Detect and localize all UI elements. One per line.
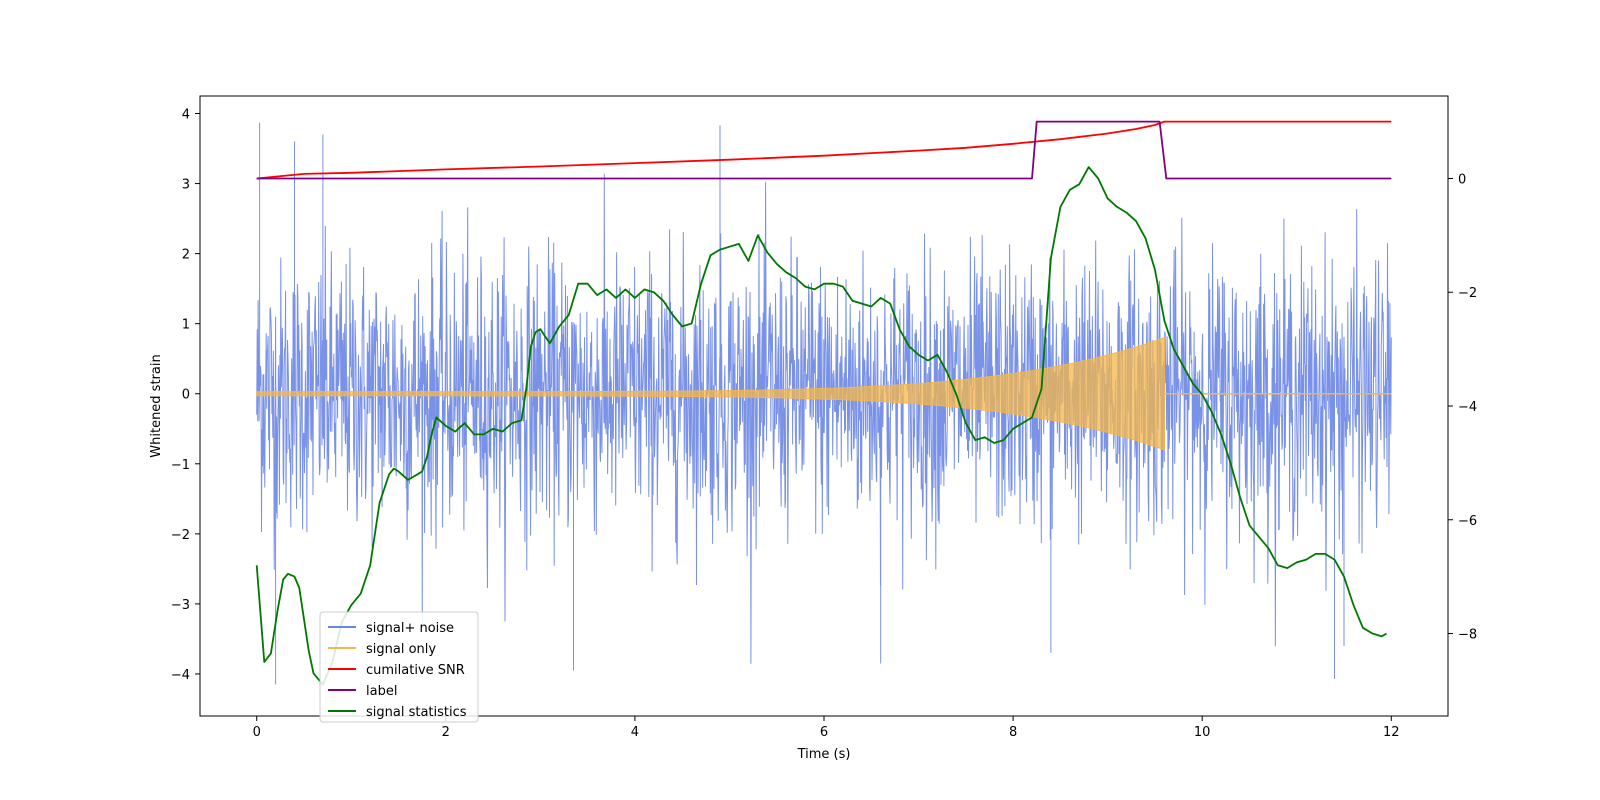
y-tick-label: −2 — [171, 528, 190, 543]
y-tick-label: 4 — [182, 108, 190, 123]
y-right-tick-label: −8 — [1458, 628, 1477, 643]
legend-label: signal statistics — [366, 705, 467, 720]
y-tick-label: 1 — [182, 318, 190, 333]
series-signal-only — [256, 337, 1165, 451]
legend-frame — [319, 611, 479, 723]
y-tick-label: 0 — [182, 388, 190, 403]
y-right-tick-label: 0 — [1458, 172, 1466, 187]
legend-label: signal only — [366, 642, 436, 657]
x-tick-label: 8 — [1009, 725, 1017, 740]
legend-label: signal+ noise — [366, 621, 454, 636]
x-tick-label: 2 — [442, 725, 450, 740]
y-tick-label: −1 — [171, 458, 190, 473]
y-tick-label: 3 — [182, 178, 190, 193]
legend-label: cumilative SNR — [366, 663, 465, 678]
x-tick-label: 4 — [631, 725, 639, 740]
series-label — [256, 120, 1392, 180]
series-signal-noise — [256, 122, 1392, 685]
x-tick-label: 6 — [820, 725, 828, 740]
y-axis-label: Whitened strain — [149, 354, 164, 457]
y-right-tick-label: −2 — [1458, 286, 1477, 301]
x-axis-label: Time (s) — [797, 747, 851, 762]
y-tick-label: 2 — [182, 248, 190, 263]
y-right-tick-label: −6 — [1458, 514, 1477, 529]
y-right-tick-label: −4 — [1458, 400, 1477, 415]
series-signal-statistics — [255, 166, 1387, 686]
y-tick-label: −3 — [171, 598, 190, 613]
x-tick-label: 0 — [253, 725, 261, 740]
legend: signal+ noise signal only cumilative SNR la… — [319, 611, 479, 723]
legend-label: label — [366, 684, 397, 699]
x-tick-label: 12 — [1383, 725, 1400, 740]
x-tick-label: 10 — [1194, 725, 1211, 740]
series-layer — [255, 120, 1392, 686]
y-tick-label: −4 — [171, 668, 190, 683]
series-cumulative-snr — [256, 120, 1392, 180]
